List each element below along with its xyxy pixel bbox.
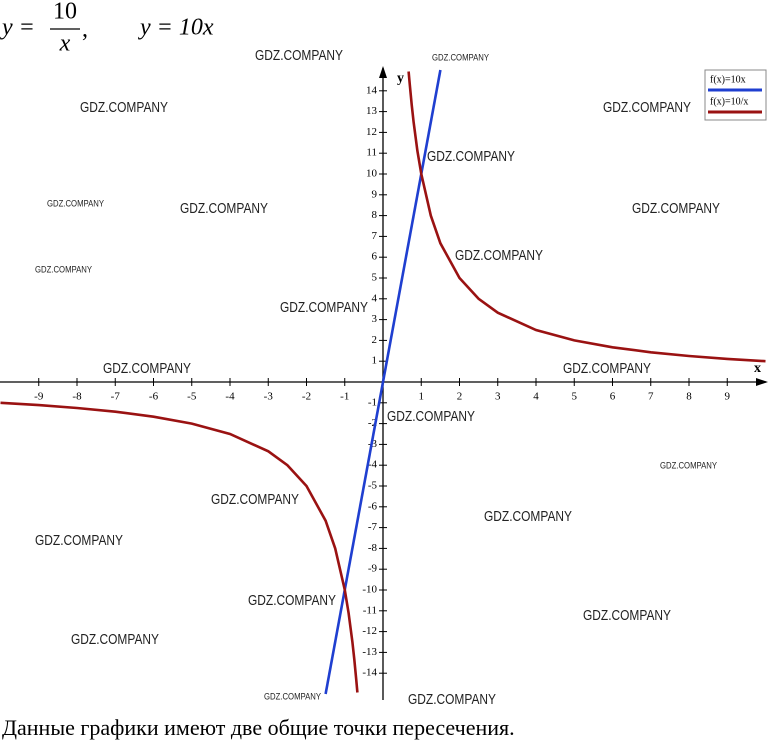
fraction-numerator: 10 [53,0,77,25]
formula-lhs: y = [0,15,35,41]
watermark: GDZ.COMPANY [583,607,671,624]
watermark: GDZ.COMPANY [264,691,321,701]
x-tick-label: 3 [495,391,501,403]
y-tick-label: -4 [368,459,378,471]
legend-label: f(x)=10x [710,74,746,85]
y-tick-label: -12 [362,625,377,637]
watermark: GDZ.COMPANY [563,360,651,377]
x-tick-label: 1 [419,391,425,403]
watermark: GDZ.COMPANY [35,532,123,549]
y-tick-label: 13 [366,105,378,117]
y-tick-label: 4 [372,292,378,304]
watermark: GDZ.COMPANY [280,299,368,316]
y-tick-label: -10 [362,584,377,596]
x-tick-label: -2 [302,391,311,403]
y-tick-label: -1 [368,396,377,408]
y-tick-label: 2 [372,334,378,346]
y-tick-label: -7 [368,521,378,533]
y-tick-label: 9 [372,188,378,200]
y-tick-label: 3 [372,313,378,325]
y-tick-label: 1 [372,355,378,367]
legend-label: f(x)=10/x [710,96,748,107]
y-axis-arrow [379,66,387,78]
x-tick-label: 9 [725,391,731,403]
x-tick-label: -8 [72,391,82,403]
y-tick-label: -14 [362,667,377,679]
x-tick-label: 7 [648,391,654,403]
watermark: GDZ.COMPANY [632,200,720,217]
y-tick-label: -11 [363,604,377,616]
x-axis-label: x [754,361,761,376]
y-tick-label: 7 [372,230,378,242]
watermark: GDZ.COMPANY [455,247,543,264]
watermark: GDZ.COMPANY [408,691,496,708]
x-tick-label: 2 [457,391,463,403]
formula-second: y = 10x [138,15,214,41]
y-tick-label: 8 [372,209,378,221]
y-tick-label: -2 [368,417,377,429]
y-tick-label: -6 [368,500,378,512]
series-line [0,71,766,693]
y-axis-label: y [397,71,404,86]
watermark: GDZ.COMPANY [71,631,159,648]
x-tick-label: 5 [572,391,578,403]
y-tick-label: -8 [368,542,378,554]
y-tick-label: 11 [366,147,377,159]
watermark: GDZ.COMPANY [103,360,191,377]
y-tick-label: 10 [366,168,378,180]
x-axis-arrow [756,378,768,386]
caption: Данные графики имеют две общие точки пер… [2,715,515,740]
watermark: GDZ.COMPANY [180,200,268,217]
x-tick-label: -3 [264,391,274,403]
x-tick-label: -7 [111,391,121,403]
watermark: GDZ.COMPANY [47,198,104,208]
x-tick-label: -4 [225,391,235,403]
x-tick-label: 8 [686,391,692,403]
y-tick-label: 12 [366,126,377,138]
watermark: GDZ.COMPANY [427,148,515,165]
watermark: GDZ.COMPANY [387,408,475,425]
y-tick-label: 14 [366,84,378,96]
formula: y = 10 x , y = 10x [0,0,214,57]
y-tick-label: -9 [368,563,378,575]
watermark: GDZ.COMPANY [211,491,299,508]
y-tick-label: 5 [372,272,378,284]
y-tick-label: -5 [368,480,378,492]
watermark: GDZ.COMPANY [660,460,717,470]
watermark: GDZ.COMPANY [603,99,691,116]
formula-separator: , [82,17,88,43]
y-tick-label: 6 [372,251,378,263]
watermark: GDZ.COMPANY [80,99,168,116]
watermark: GDZ.COMPANY [248,592,336,609]
x-tick-label: 4 [533,391,539,403]
y-tick-label: -13 [362,646,377,658]
watermark: GDZ.COMPANY [484,508,572,525]
x-tick-label: -1 [340,391,349,403]
x-tick-label: -9 [34,391,44,403]
watermark: GDZ.COMPANY [255,47,343,64]
watermark: GDZ.COMPANY [432,52,489,62]
x-tick-label: -5 [187,391,197,403]
watermark: GDZ.COMPANY [35,264,92,274]
fraction-denominator: x [59,31,71,57]
x-tick-label: -6 [149,391,159,403]
x-tick-label: 6 [610,391,616,403]
